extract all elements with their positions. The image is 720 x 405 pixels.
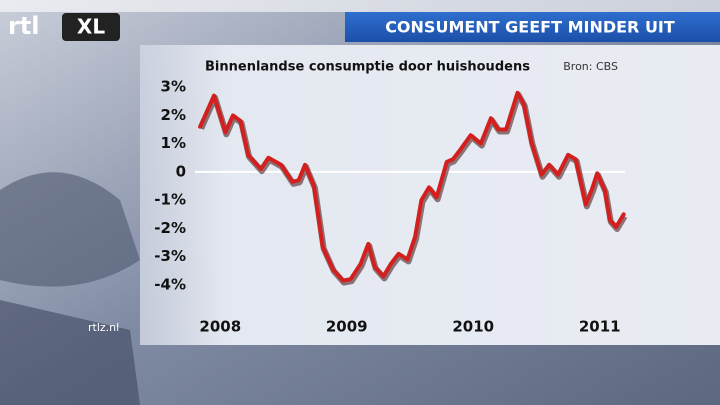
title-banner xyxy=(345,12,720,42)
y-tick-label: 2% xyxy=(161,106,186,124)
y-tick-label: 0 xyxy=(176,162,186,180)
x-tick-label: 2009 xyxy=(326,318,368,336)
logo: rtl xyxy=(8,12,40,40)
x-tick-label: 2011 xyxy=(579,318,621,336)
y-tick-label: -3% xyxy=(154,247,186,265)
plot: 3% 2% 1% 0 -1% -2% -3% -4% 2008 2009 2010 2011 xyxy=(154,78,628,336)
logo-badge: XL xyxy=(77,15,105,39)
logo-badge-box xyxy=(62,13,120,41)
x-tick-label: 2008 xyxy=(199,318,241,336)
y-tick-label: -1% xyxy=(154,191,186,209)
data-line xyxy=(198,90,626,283)
chart-subtitle: Binnenlandse consumptie door huishoudens xyxy=(205,60,530,75)
chart-title: CONSUMENT GEEFT MINDER UIT xyxy=(385,18,675,37)
y-tick-label: -4% xyxy=(154,275,186,293)
source: Bron: CBS xyxy=(563,60,618,73)
y-tick-label: 3% xyxy=(161,78,186,96)
y-tick-label: 1% xyxy=(161,134,186,152)
photo-shape xyxy=(0,300,140,405)
top-strip xyxy=(0,0,720,12)
y-tick-label: -2% xyxy=(154,219,186,237)
photo-shape xyxy=(0,172,140,287)
watermark: rtlz.nl xyxy=(88,321,119,334)
x-tick-label: 2010 xyxy=(452,318,494,336)
